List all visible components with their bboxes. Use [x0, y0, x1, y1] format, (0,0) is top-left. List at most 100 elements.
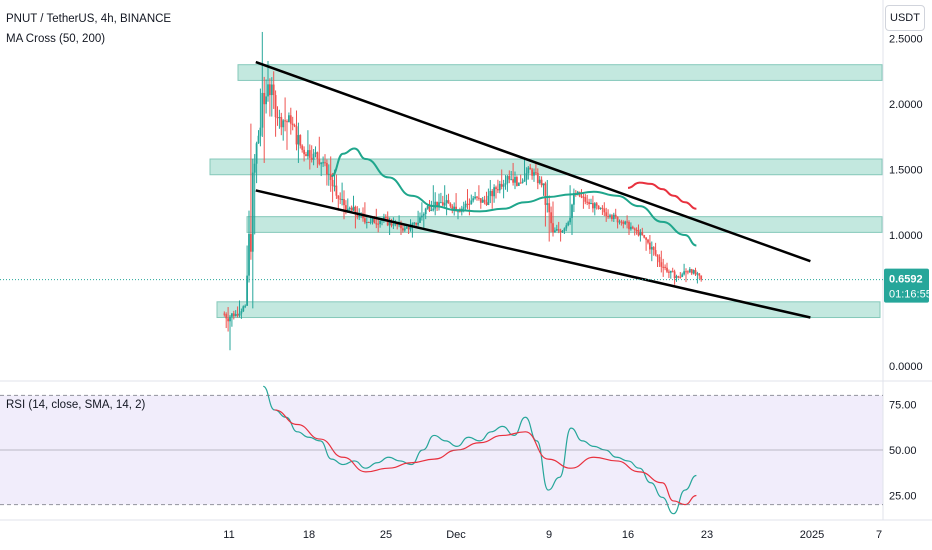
time-axis[interactable]: 11 18 25 Dec 9 16 23 2025 7 [223, 529, 882, 541]
candle-body [584, 197, 587, 202]
candle-body [635, 229, 638, 231]
candle-body [618, 221, 621, 223]
candle-body [595, 203, 598, 206]
candle-body [687, 271, 689, 273]
candle-body [540, 179, 543, 186]
candle-body [476, 196, 478, 198]
candle-body [462, 207, 465, 209]
candle-body [244, 305, 247, 307]
candle-body [251, 172, 254, 252]
candle-body [582, 196, 585, 198]
candle-body [257, 135, 260, 144]
time-tick-label: Dec [446, 529, 466, 541]
rsi-label[interactable]: RSI (14, close, SMA, 14, 2) [6, 399, 146, 411]
candle-body [293, 125, 296, 127]
candle-body [288, 115, 290, 123]
price-axis[interactable]: 0.0000 1.0000 1.5000 2.0000 2.5000 [889, 34, 923, 374]
candle-body [438, 202, 440, 207]
candle-body [272, 84, 275, 96]
candle-body [240, 311, 243, 314]
candle-body [468, 203, 471, 205]
candle-body [331, 179, 334, 187]
candle-body [384, 216, 387, 218]
candle-body [483, 199, 486, 203]
candle-body [700, 275, 703, 280]
time-tick-label: 25 [380, 529, 392, 541]
candle-body [299, 135, 302, 146]
candle-body [470, 200, 473, 205]
candle-body [411, 223, 414, 225]
candle-body [514, 177, 516, 183]
candle-body [576, 191, 579, 194]
candle-body [696, 273, 699, 275]
candle-body [335, 185, 338, 196]
candle-body [536, 172, 539, 184]
candle-body [614, 214, 617, 217]
candle-body [348, 207, 351, 209]
indicator-label[interactable]: MA Cross (50, 200) [6, 33, 105, 45]
candle-body [318, 158, 321, 165]
candle-body [352, 206, 355, 211]
candle-body [270, 84, 273, 96]
candle-body [365, 222, 368, 224]
price-badge-bg [884, 268, 929, 303]
candle-body [324, 162, 326, 164]
candle-body [586, 201, 589, 203]
candle-body [255, 143, 258, 164]
candle-body [512, 179, 514, 183]
candle-body [305, 154, 307, 157]
ma200-line [627, 181, 697, 210]
candle-body [506, 176, 509, 184]
candle-body [248, 233, 250, 276]
candle-body [234, 314, 237, 317]
candle-body [668, 271, 670, 273]
candle-body [535, 172, 537, 174]
trend-layer [255, 60, 811, 319]
candle-body [350, 207, 353, 211]
candle-body [649, 242, 651, 250]
candle-body [647, 239, 649, 243]
candle-body [415, 222, 418, 225]
candle-body [660, 262, 663, 267]
candle-body [371, 218, 374, 222]
candle-body [232, 313, 235, 317]
candle-body [301, 145, 304, 150]
candle-body [681, 274, 684, 277]
candle-body [432, 208, 435, 211]
candle-body [548, 203, 551, 213]
candle-body [563, 228, 566, 231]
candle-body [236, 314, 239, 316]
candle-body [464, 203, 467, 208]
candle-body [341, 199, 343, 201]
candle-body [440, 202, 442, 204]
price-tick-label: 0.0000 [889, 361, 923, 373]
candle-body [225, 314, 228, 319]
candle-body [489, 190, 492, 196]
candle-body [326, 162, 328, 175]
rsi-tick-label: 25.00 [889, 491, 917, 503]
candle-body [422, 214, 425, 216]
candle-body [641, 231, 644, 236]
candle-body [345, 205, 347, 213]
candle-body [554, 230, 556, 233]
candle-body [231, 313, 233, 317]
candle-body [498, 183, 501, 191]
candle-body [310, 157, 313, 160]
candle-body [424, 208, 427, 215]
symbol-title[interactable]: PNUT / TetherUS, 4h, BINANCE [6, 13, 171, 25]
candle-body [654, 250, 657, 255]
candle-body [289, 115, 292, 124]
candle-body [478, 197, 480, 199]
candle-body [428, 206, 431, 211]
candle-body [339, 198, 342, 200]
candle-body [519, 182, 522, 184]
candle-body [630, 226, 632, 230]
candle-body [487, 195, 490, 205]
candle-body [451, 206, 454, 211]
candle-body [497, 189, 499, 191]
currency-button[interactable]: USDT [885, 5, 925, 31]
candle-body [312, 153, 315, 160]
candle-body [624, 221, 627, 224]
candle-body [223, 313, 226, 315]
